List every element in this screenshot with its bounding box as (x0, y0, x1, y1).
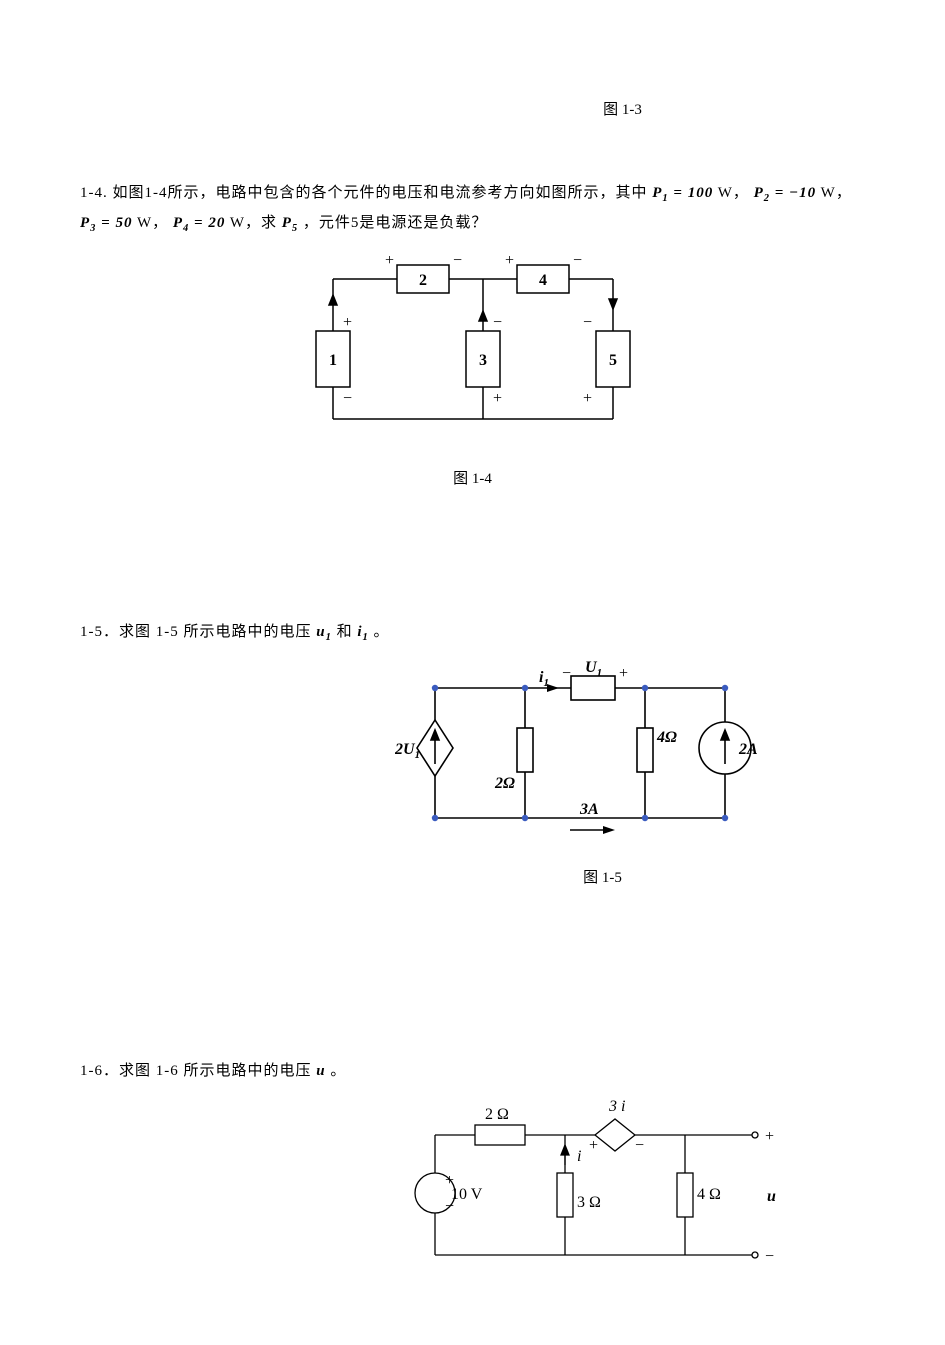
problem-1-6: 1-6．求图 1-6 所示电路中的电压 u 。 (80, 1057, 865, 1086)
figure-1-5-svg: − + 2U1 i1 U1 2Ω 4Ω 3A 2A (395, 658, 765, 858)
fig16-10v: 10 V (451, 1186, 483, 1203)
svg-text:−: − (583, 314, 592, 331)
p16-text-a: 1-6．求图 1-6 所示电路中的电压 (80, 1063, 316, 1079)
svg-text:+: + (505, 252, 514, 269)
svg-text:−: − (573, 252, 582, 269)
fig16-3i: 3 i (608, 1098, 625, 1115)
p14-p1: P (652, 185, 662, 201)
p14-p4: P (173, 215, 183, 231)
p14-p2: P (754, 185, 764, 201)
fig14-box1: 1 (329, 352, 337, 369)
fig-1-5-label: 图 1-5 (340, 866, 865, 887)
fig15-4ohm: 4Ω (656, 729, 677, 746)
problem-1-4: 1-4. 如图1-4所示，电路中包含的各个元件的电压和电流参考方向如图所示，其中… (80, 179, 865, 239)
p15-text-a: 1-5．求图 1-5 所示电路中的电压 (80, 624, 316, 640)
p14-p4eq: = 20 (189, 215, 225, 231)
p15-u1s: 1 (326, 632, 332, 643)
p15-i1s: 1 (363, 632, 369, 643)
fig14-box4: 4 (539, 272, 547, 289)
svg-text:−: − (765, 1248, 774, 1265)
svg-text:−: − (562, 665, 571, 682)
svg-text:−: − (343, 390, 352, 407)
svg-text:+: + (343, 314, 352, 331)
svg-text:+: + (589, 1137, 598, 1154)
fig15-2u1: 2U1 (395, 741, 420, 761)
fig15-2ohm: 2Ω (494, 775, 515, 792)
fig16-2ohm: 2 Ω (485, 1106, 509, 1123)
p16-u: u (316, 1063, 325, 1079)
figure-1-6-wrap: + − + − + − 2 Ω 3 i 10 V i 3 Ω 4 Ω u (80, 1095, 865, 1285)
p15-u1: u (316, 624, 325, 640)
fig15-2a: 2A (738, 741, 758, 758)
p14-p4u: W，求 (225, 215, 281, 231)
figure-1-6-svg: + − + − + − 2 Ω 3 i 10 V i 3 Ω 4 Ω u (405, 1095, 805, 1285)
figure-1-4-svg: + − + − + − − + − + 1 2 3 4 5 (293, 249, 653, 459)
problem-1-5: 1-5．求图 1-5 所示电路中的电压 u1 和 i1 。 (80, 618, 865, 648)
p14-p1eq: = 100 (669, 185, 714, 201)
p14-p3u: W， (132, 215, 168, 231)
fig16-i: i (577, 1148, 581, 1165)
p14-p5: P (282, 215, 292, 231)
p15-end: 。 (374, 624, 390, 640)
svg-text:−: − (453, 252, 462, 269)
fig14-box2: 2 (419, 272, 427, 289)
fig-1-3-text: 图 1-3 (603, 102, 642, 118)
fig16-4ohm: 4 Ω (697, 1186, 721, 1203)
svg-text:+: + (765, 1128, 774, 1145)
fig16-u: u (767, 1188, 776, 1205)
svg-text:+: + (583, 390, 592, 407)
figure-1-4-wrap: + − + − + − − + − + 1 2 3 4 5 (80, 249, 865, 459)
svg-text:−: − (493, 314, 502, 331)
fig14-box3: 3 (479, 352, 487, 369)
fig16-3ohm: 3 Ω (577, 1194, 601, 1211)
fig-1-3-label: 图 1-3 (380, 98, 865, 119)
svg-text:+: + (493, 390, 502, 407)
p14-p3eq: = 50 (96, 215, 132, 231)
p14-p2eq: = −10 (770, 185, 816, 201)
p14-text-a: 1-4. 如图1-4所示，电路中包含的各个元件的电压和电流参考方向如图所示，其中 (80, 185, 652, 201)
figure-1-5-wrap: − + 2U1 i1 U1 2Ω 4Ω 3A 2A (80, 658, 865, 858)
p14-text-b: ，元件5是电源还是负载？ (303, 215, 488, 231)
fig14-box5: 5 (609, 352, 617, 369)
fig15-i1: i1 (539, 669, 549, 689)
p14-p3: P (80, 215, 90, 231)
svg-text:+: + (619, 665, 628, 682)
svg-text:+: + (385, 252, 394, 269)
p14-p5s: 5 (292, 223, 298, 234)
p16-end: 。 (330, 1063, 346, 1079)
p14-p1u: W， (713, 185, 749, 201)
fig15-3a: 3A (579, 801, 599, 818)
p14-p2u: W， (816, 185, 852, 201)
fig-1-4-label: 图 1-4 (80, 467, 865, 488)
svg-text:−: − (635, 1137, 644, 1154)
p15-and: 和 (337, 624, 358, 640)
